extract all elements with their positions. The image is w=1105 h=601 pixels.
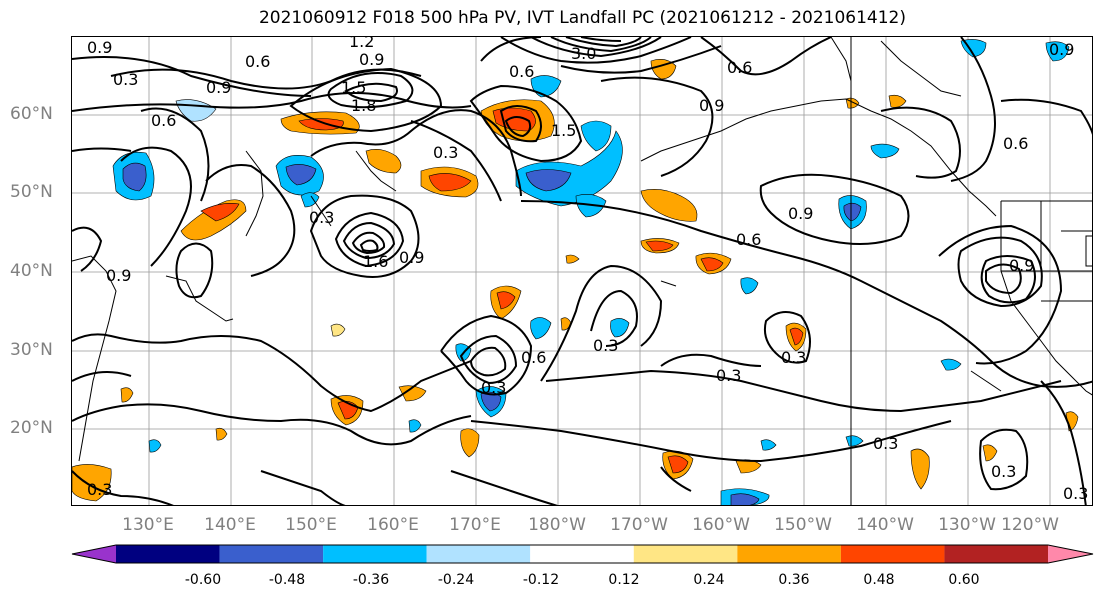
contour-label: 0.9 bbox=[87, 38, 112, 57]
colorbar-tick-label: 0.12 bbox=[608, 572, 640, 588]
colorbar-outline bbox=[71, 544, 1094, 564]
colorbar-tick-label: -0.12 bbox=[522, 572, 560, 588]
contour-label: 0.9 bbox=[106, 266, 131, 285]
lon-label: 160°E bbox=[367, 515, 419, 535]
contour-label: 0.3 bbox=[113, 70, 138, 89]
contour-label: 0.3 bbox=[781, 348, 806, 367]
colorbar-segment bbox=[633, 545, 738, 563]
contour-label: 0.3 bbox=[716, 366, 741, 385]
contour-label: 0.9 bbox=[1009, 256, 1034, 275]
lat-label: 60°N bbox=[10, 104, 53, 124]
lat-label: 50°N bbox=[10, 182, 53, 202]
colorbar-tick-label: 0.36 bbox=[778, 572, 810, 588]
colorbar-tick-label: -0.48 bbox=[268, 572, 306, 588]
colorbar-segment bbox=[426, 545, 531, 563]
colorbar-segment bbox=[116, 545, 220, 563]
contour-label: 1.5 bbox=[341, 78, 366, 97]
contour-label: 0.3 bbox=[481, 378, 506, 397]
lat-label: 40°N bbox=[10, 261, 53, 281]
lon-label: 170°E bbox=[449, 515, 501, 535]
contour-label: 0.3 bbox=[433, 143, 458, 162]
contour-label: 0.6 bbox=[736, 230, 761, 249]
lon-label: 160°W bbox=[692, 515, 750, 535]
contour-label: 0.3 bbox=[309, 208, 334, 227]
map-title: 2021060912 F018 500 hPa PV, IVT Landfall… bbox=[258, 8, 906, 28]
lon-label: 180°W bbox=[528, 515, 586, 535]
lon-label: 120°W bbox=[1001, 515, 1059, 535]
contour-label: 1.2 bbox=[349, 37, 374, 51]
contour-label: 0.6 bbox=[521, 348, 546, 367]
contour-label: 1.6 bbox=[363, 252, 388, 271]
contour-label: 0.9 bbox=[399, 248, 424, 267]
colorbar bbox=[71, 544, 1094, 564]
contour-label: 0.9 bbox=[788, 204, 813, 223]
colorbar-segment bbox=[219, 545, 324, 563]
pv-contours bbox=[72, 37, 1092, 505]
contour-label: 0.6 bbox=[509, 62, 534, 81]
ivt-anomaly-shading bbox=[72, 39, 1079, 505]
map-canvas: 0.9 0.6 1.2 0.9 3.0 0.6 0.3 0.9 1.5 1.8 … bbox=[72, 37, 1092, 505]
colorbar-tick-label: -0.60 bbox=[184, 572, 222, 588]
colorbar-tick-label: 0.24 bbox=[693, 572, 725, 588]
lon-label: 140°E bbox=[204, 515, 256, 535]
colorbar-segment bbox=[737, 545, 841, 563]
contour-label: 0.9 bbox=[1049, 40, 1074, 59]
colorbar-segments bbox=[71, 544, 1094, 564]
colorbar-tick-label: 0.48 bbox=[863, 572, 895, 588]
contour-labels: 0.9 0.6 1.2 0.9 3.0 0.6 0.3 0.9 1.5 1.8 … bbox=[87, 37, 1088, 503]
contour-label: 0.3 bbox=[1063, 484, 1088, 503]
colorbar-tick-label: -0.36 bbox=[352, 572, 390, 588]
lon-label: 130°W bbox=[938, 515, 996, 535]
colorbar-segment bbox=[840, 545, 945, 563]
contour-label: 0.3 bbox=[87, 480, 112, 499]
lon-label: 130°E bbox=[122, 515, 174, 535]
contour-label: 0.6 bbox=[151, 111, 176, 130]
lat-label: 20°N bbox=[10, 418, 53, 438]
contour-label: 0.3 bbox=[593, 336, 618, 355]
contour-label: 0.9 bbox=[359, 50, 384, 69]
colorbar-tick-label: -0.24 bbox=[437, 572, 475, 588]
lon-label: 150°W bbox=[774, 515, 832, 535]
contour-label: 0.9 bbox=[699, 96, 724, 115]
colorbar-segment bbox=[530, 545, 634, 563]
contour-label: 0.3 bbox=[991, 462, 1016, 481]
contour-label: 0.6 bbox=[727, 58, 752, 77]
lon-label: 140°W bbox=[856, 515, 914, 535]
map-panel: 0.9 0.6 1.2 0.9 3.0 0.6 0.3 0.9 1.5 1.8 … bbox=[71, 36, 1093, 506]
lon-label: 170°W bbox=[610, 515, 668, 535]
contour-label: 1.5 bbox=[551, 121, 576, 140]
colorbar-tick-label: 0.60 bbox=[948, 572, 980, 588]
contour-label: 0.6 bbox=[245, 52, 270, 71]
contour-label: 0.3 bbox=[873, 434, 898, 453]
colorbar-segment bbox=[1048, 545, 1093, 563]
coastlines bbox=[72, 37, 1092, 505]
lat-label: 30°N bbox=[10, 340, 53, 360]
contour-label: 0.6 bbox=[1003, 134, 1028, 153]
contour-label: 3.0 bbox=[571, 44, 596, 63]
contour-label: 0.9 bbox=[206, 78, 231, 97]
contour-label: 1.8 bbox=[351, 96, 376, 115]
graticule bbox=[72, 37, 1092, 505]
colorbar-segment bbox=[323, 545, 427, 563]
lon-label: 150°E bbox=[285, 515, 337, 535]
colorbar-segment bbox=[72, 545, 116, 563]
colorbar-segment bbox=[944, 545, 1048, 563]
